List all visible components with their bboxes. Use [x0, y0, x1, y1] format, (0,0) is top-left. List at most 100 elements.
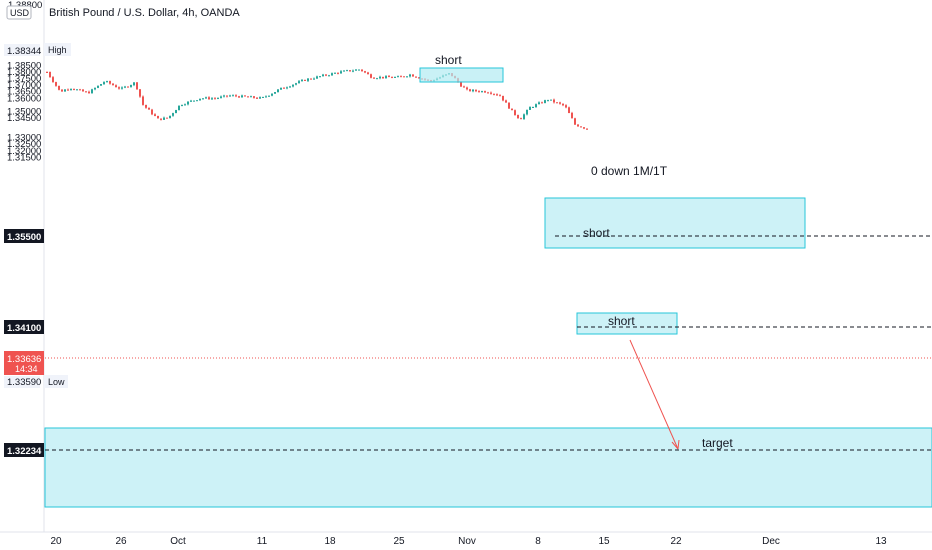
candle — [265, 95, 267, 98]
low-tag — [44, 375, 68, 388]
candle — [586, 128, 588, 131]
price-tick-label: 1.38000 — [7, 67, 41, 78]
candle — [493, 93, 495, 96]
candle — [181, 104, 183, 107]
high-badge — [4, 44, 40, 56]
price-axis-ticks: 1.385001.380001.375001.370001.365001.360… — [7, 60, 41, 163]
time-axis-label: 18 — [324, 536, 336, 547]
candle — [52, 76, 54, 83]
target-label: target — [702, 436, 733, 450]
currency-badge[interactable] — [6, 5, 32, 20]
candle — [238, 95, 240, 98]
high-value: 1.38344 — [7, 46, 41, 57]
candle — [262, 96, 264, 98]
candle — [286, 86, 288, 90]
candle — [88, 90, 90, 94]
candle — [316, 75, 318, 79]
candle — [376, 77, 378, 80]
candle — [151, 108, 153, 116]
candle — [508, 102, 510, 109]
time-axis-label: 22 — [670, 536, 682, 547]
short-zone-1[interactable] — [419, 67, 504, 83]
candle — [157, 115, 159, 119]
price-tick-label: 1.31500 — [7, 152, 41, 163]
price-tick-label: 1.38500 — [7, 60, 41, 71]
target-value: 1.32234 — [7, 446, 42, 457]
candle — [418, 77, 420, 79]
candle — [259, 96, 261, 99]
candle — [490, 91, 492, 95]
candle — [172, 112, 174, 117]
candle — [217, 97, 219, 100]
candle — [475, 89, 477, 93]
candle — [109, 80, 111, 85]
chart-title: British Pound / U.S. Dollar, 4h, OANDA — [49, 7, 240, 19]
candle — [550, 99, 552, 101]
candle — [496, 93, 498, 97]
candle — [469, 88, 471, 92]
candle — [139, 89, 141, 98]
candle — [178, 105, 180, 111]
candle — [283, 87, 285, 89]
candle — [349, 70, 351, 72]
projection-arrow[interactable] — [629, 339, 680, 450]
candle — [370, 73, 372, 79]
candle — [388, 75, 390, 78]
time-axis-label: 26 — [115, 536, 127, 547]
candle — [46, 71, 48, 73]
candle — [580, 126, 582, 128]
candle — [70, 88, 72, 91]
candle — [514, 109, 516, 116]
candle — [289, 85, 291, 88]
target-zone[interactable] — [44, 427, 932, 508]
price-tick-label: 1.37500 — [7, 74, 41, 85]
candle — [517, 114, 519, 119]
time-axis-label: 15 — [598, 536, 610, 547]
candle — [127, 86, 129, 88]
candle — [574, 117, 576, 126]
candle — [397, 75, 399, 78]
candle — [211, 97, 213, 100]
candle — [64, 89, 66, 92]
candle — [391, 76, 393, 79]
candle — [241, 94, 243, 98]
candle — [565, 104, 567, 109]
candle — [406, 76, 408, 78]
candle — [175, 109, 177, 114]
candle — [364, 70, 366, 74]
candle — [499, 94, 501, 97]
candle — [352, 69, 354, 73]
candle — [226, 95, 228, 98]
candle — [400, 75, 402, 78]
candle — [412, 74, 414, 77]
candle — [301, 78, 303, 82]
candle — [67, 88, 69, 91]
candle — [478, 90, 480, 93]
candle — [553, 98, 555, 104]
candle — [403, 76, 405, 78]
current-price-value: 1.33636 — [7, 354, 41, 365]
short-zone-3[interactable] — [576, 312, 678, 335]
candle — [190, 99, 192, 102]
short-zone-2[interactable] — [544, 197, 806, 249]
candle — [232, 94, 234, 97]
short-label-1: short — [435, 53, 462, 67]
candle — [199, 98, 201, 101]
note-text: 0 down 1M/1T — [591, 164, 668, 178]
target-badge — [4, 443, 44, 457]
candle — [355, 68, 357, 71]
candle — [520, 117, 522, 120]
candle — [541, 101, 543, 104]
price-tick-label: 1.32000 — [7, 146, 41, 157]
high-label: High — [48, 45, 67, 55]
candle — [187, 101, 189, 106]
candle — [142, 95, 144, 106]
candle — [310, 78, 312, 80]
candle — [463, 85, 465, 88]
candle — [163, 116, 165, 121]
candle — [322, 73, 324, 77]
candle — [472, 88, 474, 93]
candle — [115, 84, 117, 88]
candle — [229, 94, 231, 97]
